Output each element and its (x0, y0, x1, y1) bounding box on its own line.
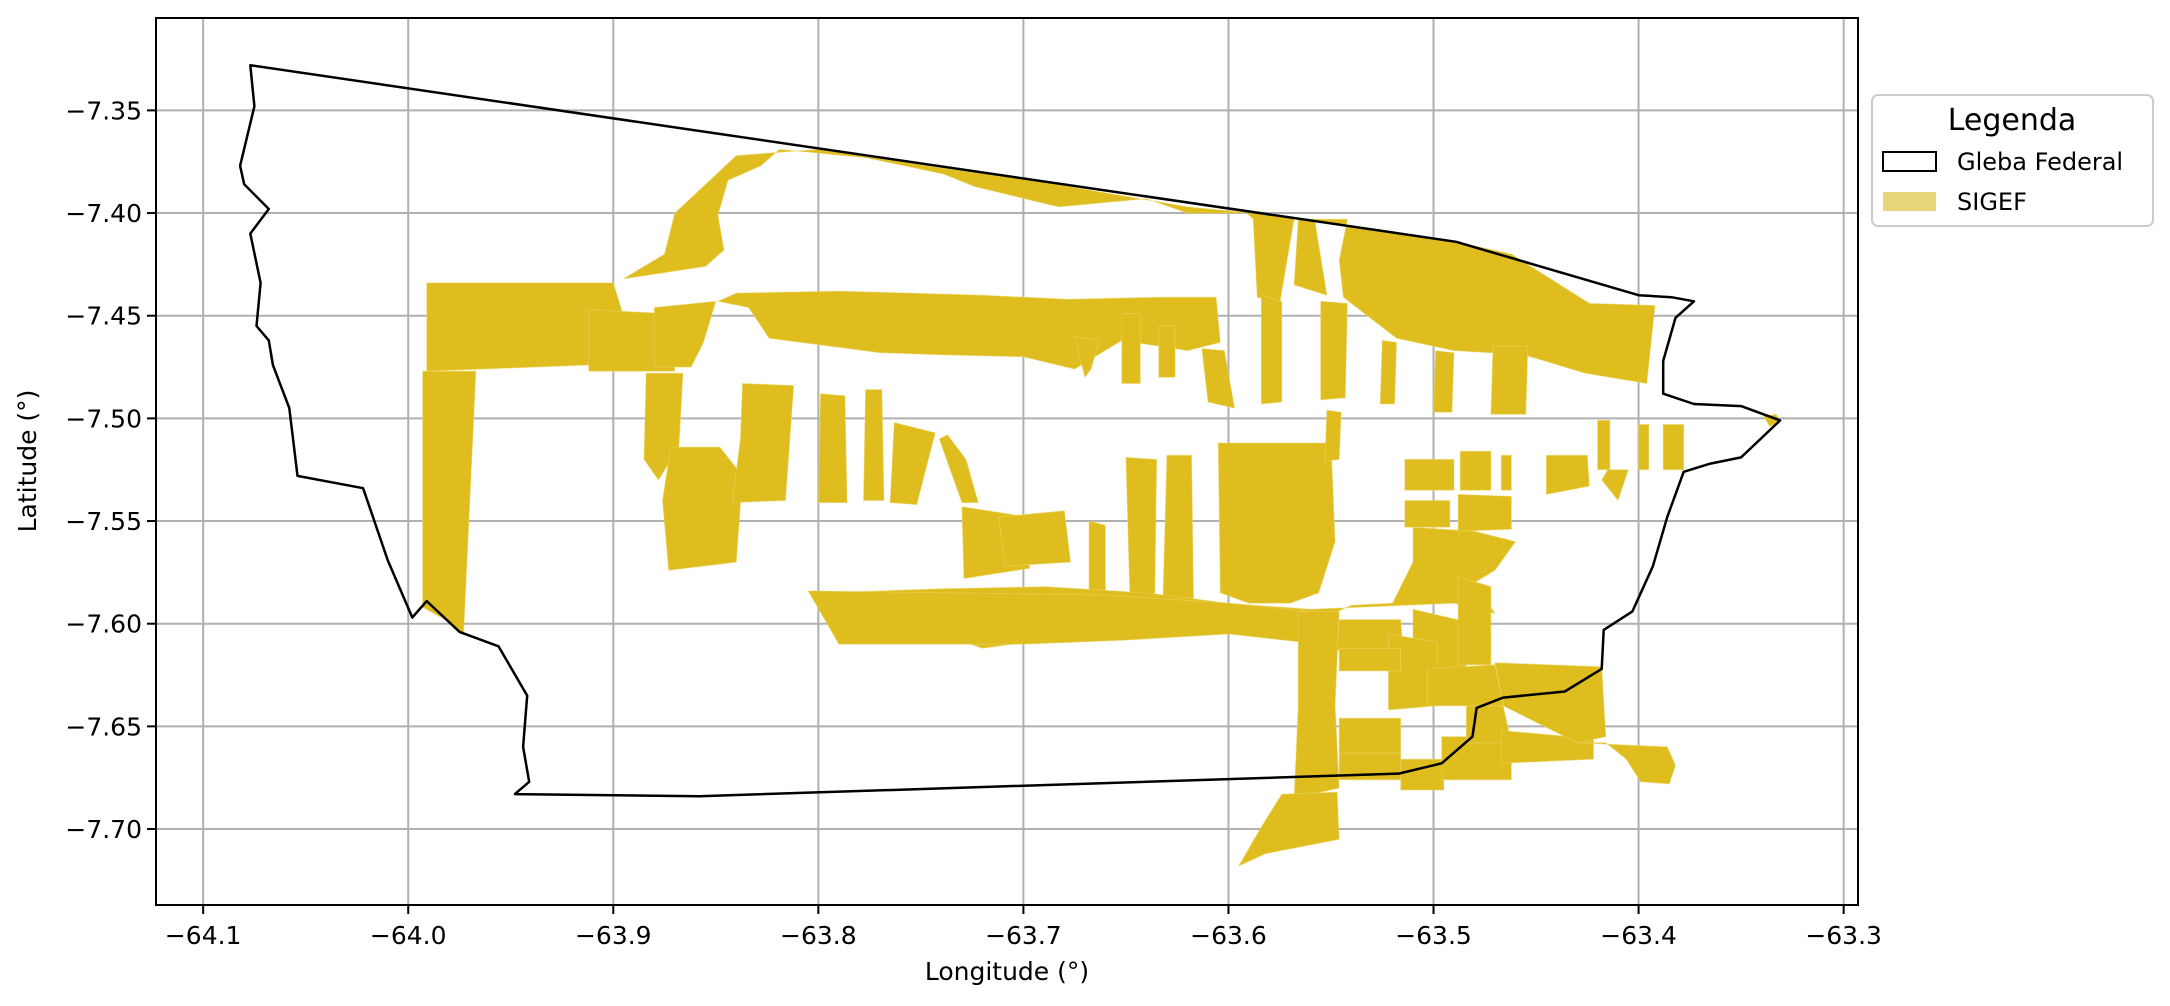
y-tick-label: −7.35 (65, 96, 142, 125)
sigef-parcel (1088, 520, 1106, 596)
sigef-parcel (1201, 348, 1236, 409)
x-tick-label: −63.5 (1395, 921, 1472, 950)
x-tick-label: −63.8 (780, 921, 857, 950)
sigef-parcel (731, 383, 795, 504)
x-tick-label: −63.3 (1805, 921, 1882, 950)
sigef-parcel (1237, 791, 1340, 867)
y-axis-title: Latitude (°) (13, 390, 42, 533)
x-tick-label: −63.6 (1190, 921, 1267, 950)
sigef-parcel (889, 421, 936, 506)
sigef-parcel (807, 590, 1322, 645)
sigef-parcel (588, 309, 676, 372)
legend: Legenda Gleba Federal SIGEF (1871, 94, 2154, 227)
legend-sigef-label: SIGEF (1957, 188, 2027, 216)
sigef-parcel (1459, 450, 1492, 491)
sigef-parcel (1338, 717, 1402, 754)
y-tick-label: −7.60 (65, 610, 142, 639)
gleba-federal-boundary (238, 63, 1782, 798)
sigef-parcel (653, 300, 717, 368)
sigef-parcel (1662, 424, 1685, 471)
sigef-parcel (1404, 458, 1455, 491)
sigef-parcel (662, 446, 743, 571)
sigef-parcel (1400, 758, 1445, 791)
sigef-parcel (1162, 454, 1195, 604)
x-tick-label: −63.4 (1600, 921, 1677, 950)
y-tick-label: −7.50 (65, 404, 142, 433)
sigef-parcel (1433, 350, 1455, 413)
y-tick-label: −7.70 (65, 815, 142, 844)
y-axis-ticks: −7.35 −7.40 −7.45 −7.50 −7.55 −7.60 −7.65 −7.70 (65, 96, 156, 844)
gleba-federal-layer (238, 63, 1782, 798)
y-tick-label: −7.40 (65, 199, 142, 228)
sigef-parcel (1125, 456, 1158, 608)
axes-frame (155, 17, 1859, 906)
sigef-parcel (1404, 500, 1451, 528)
legend-box (1871, 94, 2154, 227)
sigef-parcel (1158, 325, 1176, 378)
sigef-parcel (938, 434, 979, 504)
sigef-parcel (1638, 424, 1650, 471)
sigef-parcel (1545, 454, 1590, 495)
sigef-parcel (1601, 469, 1629, 502)
legend-title: Legenda (1948, 103, 2077, 138)
legend-gleba-swatch (1882, 151, 1937, 172)
sigef-parcel (1577, 742, 1676, 785)
sigef-parcel (1490, 346, 1529, 415)
y-tick-label: −7.65 (65, 712, 142, 741)
sigef-parcel (623, 148, 1656, 384)
x-axis-title: Longitude (°) (925, 957, 1089, 986)
y-tick-label: −7.55 (65, 507, 142, 536)
sigef-parcel (1260, 294, 1283, 405)
sigef-parcel (1293, 611, 1340, 799)
x-tick-label: −63.7 (985, 921, 1062, 950)
sigef-parcel (998, 510, 1072, 567)
sigef-parcel (1074, 335, 1100, 379)
sigef-parcel (1338, 647, 1402, 672)
legend-gleba-label: Gleba Federal (1957, 148, 2123, 176)
sigef-parcel (1500, 454, 1512, 491)
sigef-parcel (1427, 664, 1504, 707)
sigef-parcel (1217, 442, 1336, 604)
sigef-parcel (817, 393, 848, 504)
sigef-parcel (1597, 419, 1611, 471)
sigef-parcel (1457, 493, 1512, 532)
y-tick-label: −7.45 (65, 302, 142, 331)
x-tick-label: −64.0 (370, 921, 447, 950)
sigef-parcel (1457, 575, 1492, 666)
x-tick-label: −64.1 (165, 921, 242, 950)
sigef-layer (422, 148, 1781, 867)
sigef-parcel (1121, 313, 1141, 384)
sigef-parcel (1379, 339, 1398, 405)
sigef-parcel (1324, 409, 1342, 462)
x-tick-label: −63.9 (575, 921, 652, 950)
sigef-parcel (863, 389, 885, 501)
sigef-parcel (1320, 300, 1348, 401)
x-axis-ticks: −64.1 −64.0 −63.9 −63.8 −63.7 −63.6 −63.5 −63.4… (165, 905, 1882, 950)
legend-sigef-swatch (1883, 192, 1936, 211)
